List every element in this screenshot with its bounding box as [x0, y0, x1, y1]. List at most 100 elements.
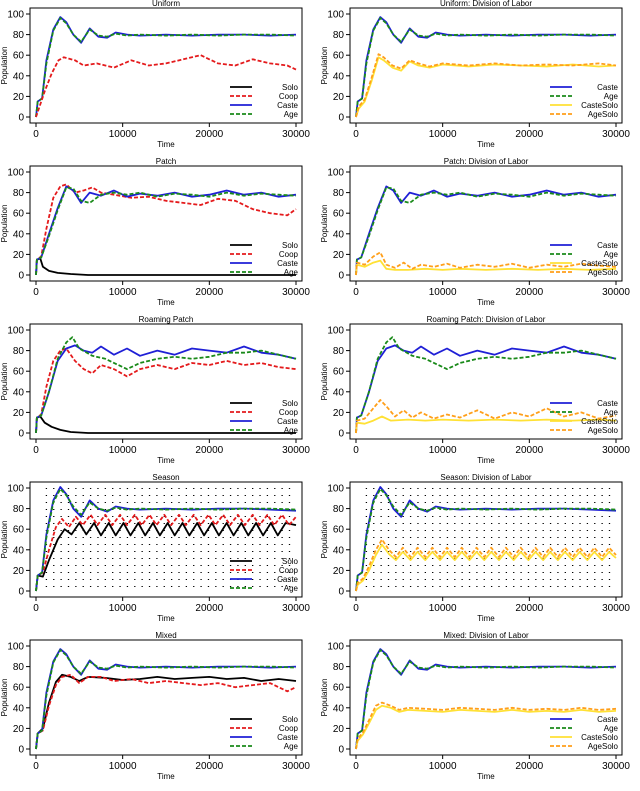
legend-label: Caste [277, 259, 298, 268]
chart-title: Mixed [155, 631, 176, 640]
y-tick-label: 80 [333, 662, 345, 673]
legend-label: Age [604, 92, 619, 101]
plot-frame [350, 482, 622, 597]
y-tick-label: 100 [327, 484, 344, 495]
y-tick-label: 100 [7, 10, 24, 21]
legend-label: CasteSolo [581, 101, 618, 110]
chart-panel-5: Roaming Patch 0 20 40 60 80 100 0 10000 20000 3000… [0, 315, 310, 465]
y-axis-label: Population [0, 47, 9, 85]
x-tick-label: 10000 [429, 761, 457, 772]
y-tick-label: 80 [13, 30, 25, 41]
legend: CasteAgeCasteSoloAgeSolo [550, 83, 619, 119]
y-axis-label: Population [320, 679, 329, 717]
legend-label: Coop [279, 408, 299, 417]
y-tick-label: 40 [13, 703, 25, 714]
y-tick-label: 0 [338, 271, 344, 282]
y-tick-label: 100 [7, 484, 24, 495]
y-axis-label: Population [0, 679, 9, 717]
series-line-age [36, 18, 296, 117]
y-tick-label: 80 [333, 504, 345, 515]
series-line-age [356, 187, 616, 275]
y-axis-label: Population [320, 521, 329, 559]
chart-panel-4: Patch: Division of Labor 0 20 40 60 80 100 0 100… [320, 157, 630, 307]
series-line-coop [36, 675, 296, 749]
legend-label: Coop [279, 250, 299, 259]
series-line-agesolo [356, 252, 616, 275]
y-tick-label: 0 [18, 113, 24, 124]
legend: CasteAgeCasteSoloAgeSolo [550, 399, 619, 435]
x-axis-label: Time [157, 456, 175, 465]
chart-title: Mixed: Division of Labor [443, 631, 529, 640]
series-line-age [36, 489, 296, 591]
x-tick-label: 20000 [195, 445, 223, 456]
series-line-solo [36, 523, 296, 591]
figure: Uniform0204060801000 10000 20000 30000TimeP… [0, 0, 640, 791]
y-tick-label: 60 [13, 683, 25, 694]
series-line-caste [356, 487, 616, 591]
x-axis-label: Time [157, 298, 175, 307]
y-tick-label: 100 [7, 326, 24, 337]
series-line-caste [36, 649, 296, 749]
series-line-castesolo [356, 57, 616, 117]
chart-title: Roaming Patch: Division of Labor [427, 315, 546, 324]
legend-label: Caste [597, 715, 618, 724]
y-tick-label: 20 [13, 566, 25, 577]
y-tick-label: 20 [333, 92, 345, 103]
series-line-solo [36, 417, 296, 434]
y-tick-label: 0 [338, 113, 344, 124]
y-tick-label: 0 [18, 587, 24, 598]
legend-label: Solo [282, 83, 299, 92]
y-tick-label: 40 [13, 545, 25, 556]
y-tick-label: 40 [13, 229, 25, 240]
legend-label: Caste [597, 399, 618, 408]
y-tick-label: 20 [13, 408, 25, 419]
series-line-solo [36, 675, 296, 749]
x-tick-label: 0 [353, 129, 359, 140]
y-axis-label: Population [320, 47, 329, 85]
chart-panel-10: Mixed: Division of Labor0204060801000 100… [320, 631, 630, 781]
plot-frame [30, 324, 302, 439]
legend-label: Caste [277, 733, 298, 742]
series-line-age [356, 489, 616, 591]
chart-title: Uniform [152, 0, 180, 8]
y-axis-label: Population [0, 363, 9, 401]
legend-label: Age [604, 408, 619, 417]
series-line-coop [36, 55, 296, 117]
chart-panel-1: Uniform 0 20 40 60 80 100 0 10000 20000 30000 Time P… [0, 0, 310, 149]
x-tick-label: 20000 [195, 129, 223, 140]
y-tick-label: 20 [333, 250, 345, 261]
legend-label: CasteSolo [581, 259, 618, 268]
legend-label: Solo [282, 557, 299, 566]
y-axis-label: Population [320, 205, 329, 243]
x-axis-label: Time [477, 298, 495, 307]
x-tick-label: 20000 [515, 287, 543, 298]
x-tick-label: 30000 [602, 761, 630, 772]
legend-label: Age [284, 110, 299, 119]
y-tick-label: 40 [333, 71, 345, 82]
x-tick-label: 0 [33, 603, 39, 614]
y-tick-label: 20 [13, 724, 25, 735]
y-tick-label: 60 [333, 367, 345, 378]
series-line-age [356, 650, 616, 749]
x-tick-label: 20000 [195, 603, 223, 614]
legend-label: Caste [277, 101, 298, 110]
y-tick-label: 20 [333, 566, 345, 577]
chart-title: Patch: Division of Labor [444, 157, 529, 166]
y-tick-label: 100 [327, 642, 344, 653]
chart-panel-6: Roaming Patch: Division of Labor 0 20 40 60 8… [320, 315, 630, 465]
y-axis-label: Population [0, 205, 9, 243]
series-line-caste [356, 17, 616, 117]
y-tick-label: 100 [327, 10, 344, 21]
plot-frame [30, 8, 302, 123]
chart-panel-2: Uniform: Division of Labor 0 20 40 60 80 100 0 1… [320, 0, 630, 149]
y-tick-label: 100 [327, 326, 344, 337]
legend-label: Age [604, 724, 619, 733]
y-tick-label: 80 [333, 30, 345, 41]
x-tick-label: 10000 [429, 287, 457, 298]
y-tick-label: 60 [333, 525, 345, 536]
x-tick-label: 10000 [429, 603, 457, 614]
legend-label: Age [284, 742, 299, 751]
y-axis-label: Population [320, 363, 329, 401]
y-tick-label: 40 [333, 545, 345, 556]
